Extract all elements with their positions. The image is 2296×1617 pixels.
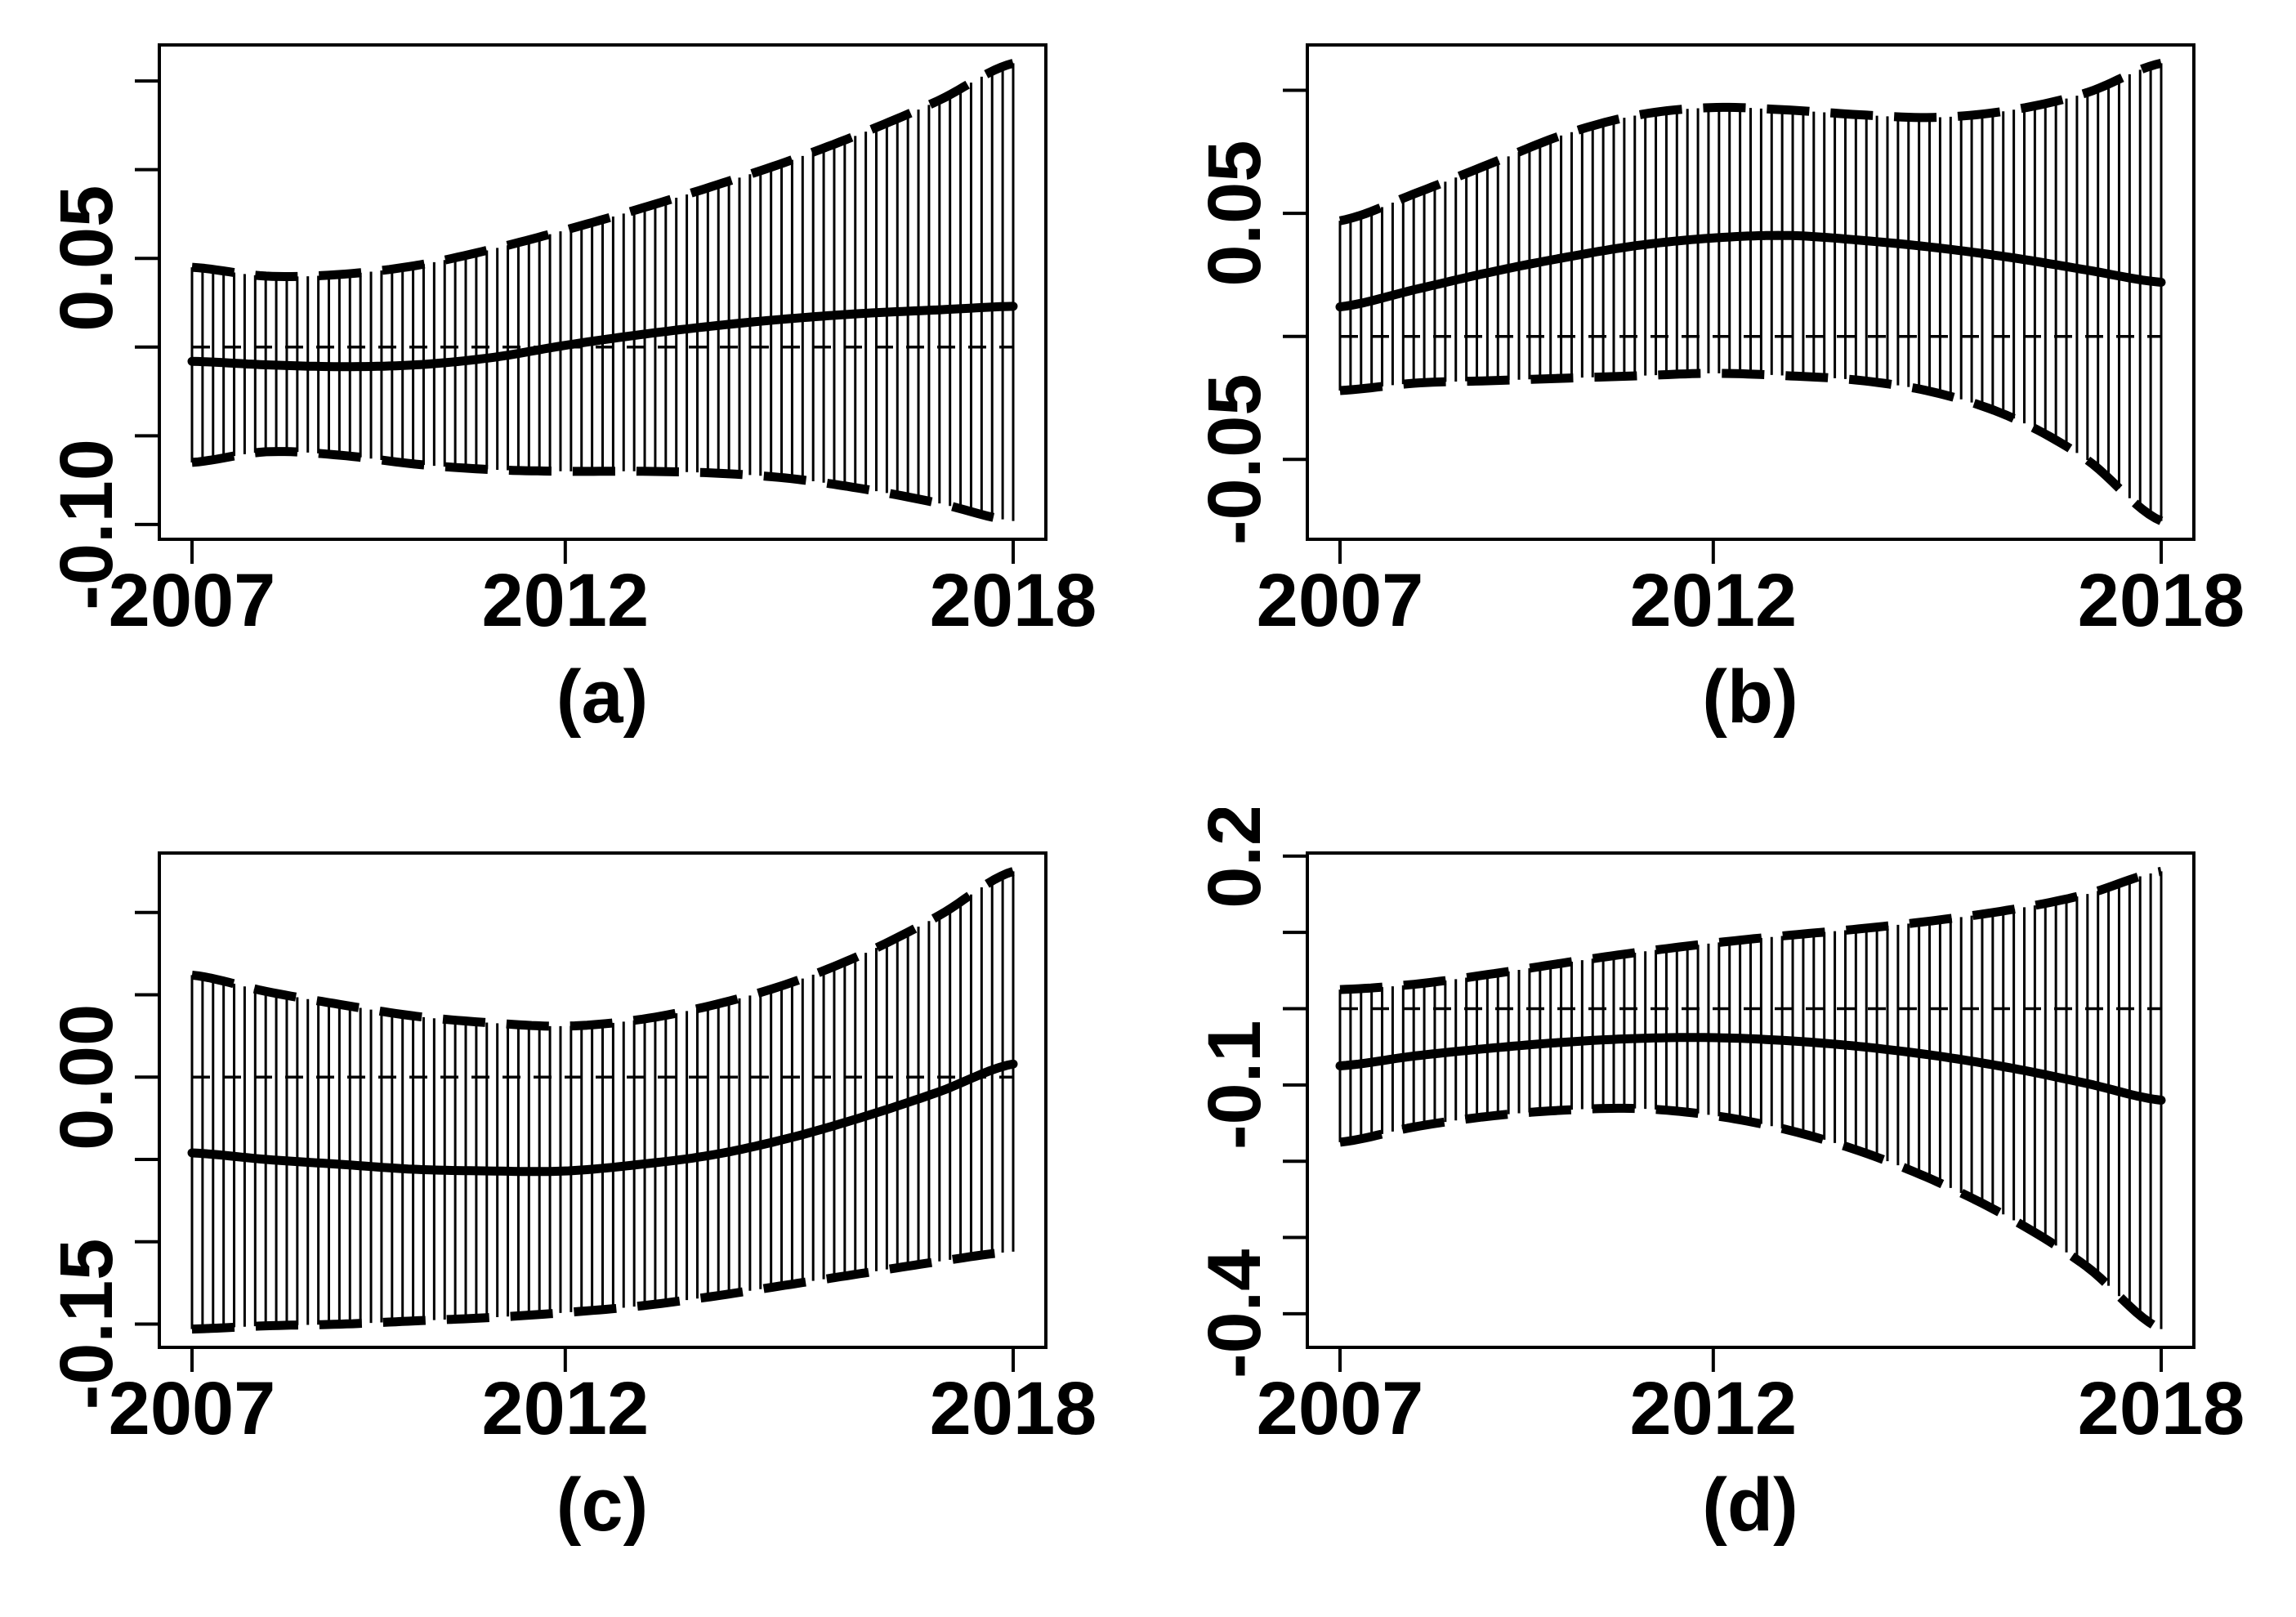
x-tick-label: 2007	[109, 1367, 276, 1450]
panel-caption: (d)	[1702, 1463, 1798, 1547]
estimate-curve	[187, 302, 1018, 372]
estimate-curve	[187, 1059, 1018, 1177]
x-tick-label: 2018	[930, 559, 1097, 642]
panel-b: 0.05 -0.05 2007 2012 2018 (b)	[1148, 0, 2296, 808]
estimate-curve	[1335, 230, 2166, 312]
y-tick-label: 0.2	[1193, 808, 1276, 909]
y-tick-label: -0.15	[45, 1239, 128, 1410]
y-tick-label: 0.05	[1193, 141, 1276, 287]
lower-ci-curve	[191, 447, 1014, 526]
y-tick-label: -0.4	[1193, 1249, 1276, 1379]
y-tick-label: -0.1	[1193, 1021, 1276, 1150]
panel-caption: (b)	[1702, 655, 1798, 739]
x-tick-label: 2012	[1629, 559, 1797, 642]
x-tick-label: 2018	[2078, 1367, 2245, 1450]
panel-c: 0.00 -0.15 2007 2012 2018 (c)	[0, 808, 1148, 1616]
upper-ci-curve	[1339, 866, 2162, 994]
panel-caption: (a)	[556, 655, 648, 739]
plot-frame	[158, 43, 1047, 541]
lower-ci-curve	[191, 1247, 1014, 1334]
upper-ci-curve	[1338, 59, 2163, 226]
x-tick-label: 2012	[1629, 1367, 1797, 1450]
panel-b-chart: 0.05 -0.05 2007 2012 2018 (b)	[1193, 43, 2245, 739]
panel-a: 0.05 -0.10 2007 2012 2018 (a)	[0, 0, 1148, 808]
plot-frame	[1306, 851, 2195, 1349]
lower-ci-curve	[1339, 1103, 2164, 1333]
plot-frame	[1306, 43, 2195, 541]
plot-frame	[158, 851, 1047, 1349]
x-tick-label: 2007	[1257, 1367, 1424, 1450]
y-tick-label: -0.10	[45, 439, 128, 610]
panel-caption: (c)	[556, 1463, 648, 1547]
upper-ci-curve	[191, 867, 1015, 1031]
x-tick-label: 2012	[481, 1367, 649, 1450]
y-tick-label: 0.05	[45, 185, 128, 332]
x-tick-label: 2007	[1257, 559, 1424, 642]
x-tick-label: 2018	[2078, 559, 2245, 642]
panel-b-plot: 0.05 -0.05 2007 2012 2018	[1193, 43, 2245, 642]
y-tick-label: 0.00	[45, 1004, 128, 1150]
lower-ci-curve	[1339, 369, 2164, 525]
x-tick-label: 2018	[930, 1367, 1097, 1450]
x-tick-label: 2012	[481, 559, 649, 642]
upper-ci-curve	[191, 59, 1015, 281]
y-tick-label: -0.05	[1193, 373, 1276, 545]
panel-d: 0.2 -0.1 -0.4 2007 2012 2018 (d)	[1148, 808, 2296, 1616]
estimate-curve	[1335, 1033, 2166, 1105]
x-tick-label: 2007	[109, 559, 276, 642]
